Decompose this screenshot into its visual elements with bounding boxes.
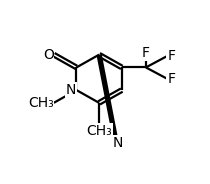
Text: CH₃: CH₃	[28, 96, 54, 110]
Text: N: N	[66, 83, 76, 97]
Text: N: N	[112, 136, 123, 150]
Text: O: O	[43, 48, 54, 62]
Text: CH₃: CH₃	[86, 124, 112, 138]
Text: F: F	[142, 46, 150, 60]
Text: F: F	[167, 49, 175, 63]
Text: F: F	[167, 72, 175, 86]
